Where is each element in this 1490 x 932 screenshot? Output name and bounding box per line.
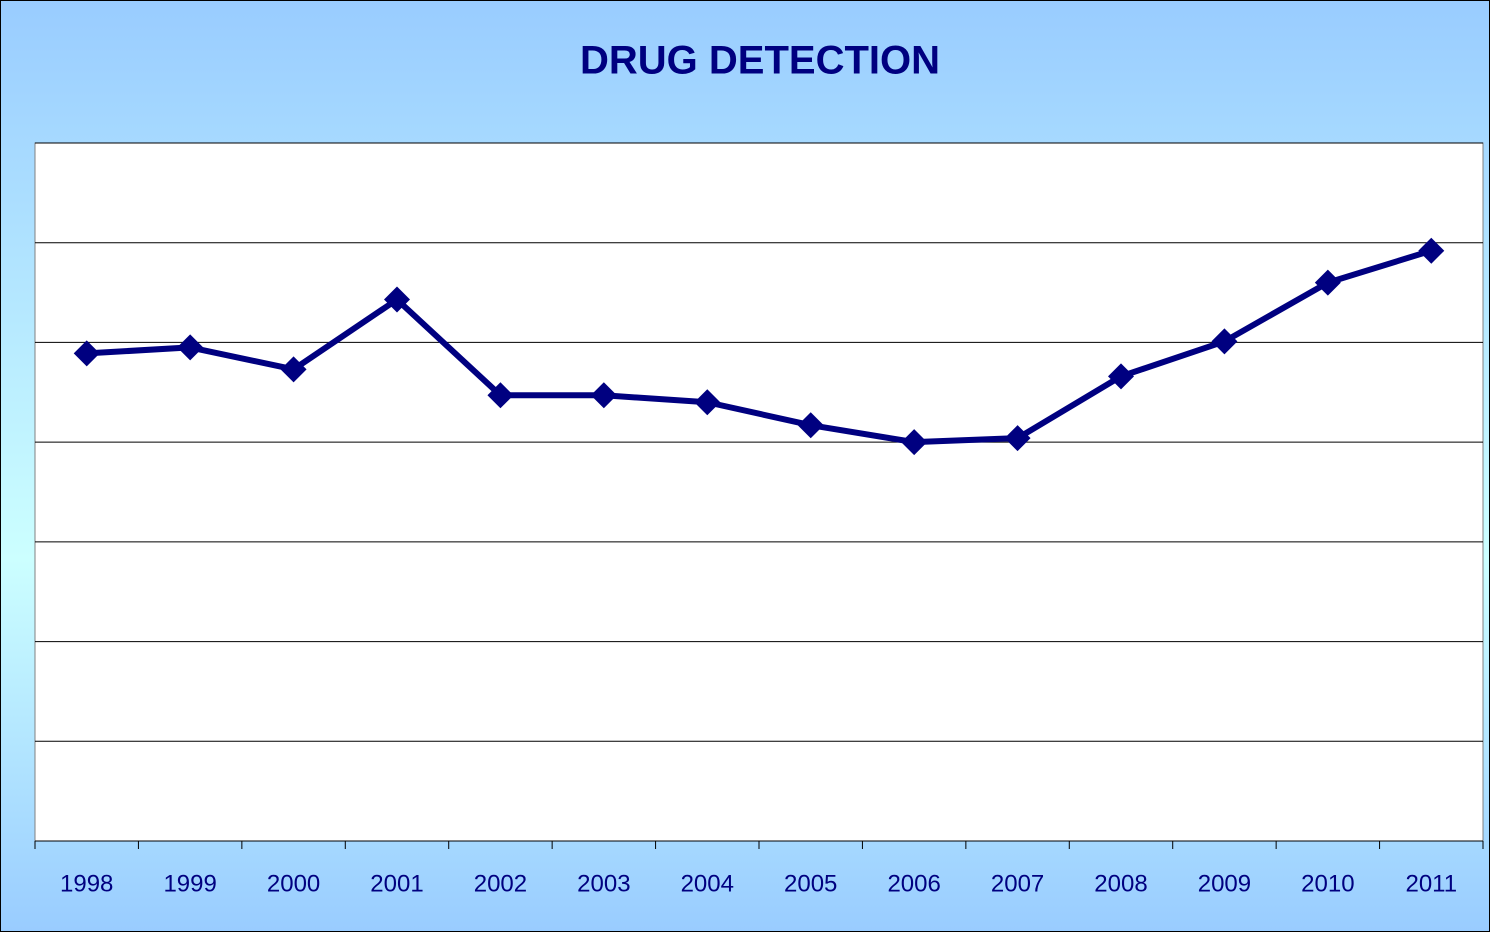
marker [590, 382, 617, 409]
x-tick-label: 2005 [784, 870, 837, 897]
x-tick-label: 2003 [577, 870, 630, 897]
marker [1314, 269, 1341, 296]
x-tick-label: 2011 [1405, 870, 1457, 897]
x-tick-label: 2000 [267, 870, 320, 897]
marker [1418, 237, 1445, 264]
marker [797, 412, 824, 439]
x-tick-label: 2001 [370, 870, 423, 897]
plot-area [34, 142, 1484, 842]
chart-title: DRUG DETECTION [580, 39, 940, 83]
marker [1211, 328, 1238, 355]
marker [487, 382, 514, 409]
x-tick-label: 2007 [991, 870, 1044, 897]
x-tick-label: 2009 [1198, 870, 1251, 897]
x-tick-label: 2004 [681, 870, 734, 897]
marker [384, 286, 410, 313]
marker [280, 356, 307, 383]
line [86, 247, 1433, 446]
x-tick-label: 2010 [1301, 870, 1354, 897]
x-tick-label: 2006 [887, 870, 940, 897]
marker [73, 340, 100, 367]
x-tick-label: 2008 [1094, 870, 1147, 897]
marker [1004, 425, 1031, 452]
marker [901, 429, 928, 456]
x-tick-label: 1999 [163, 870, 216, 897]
x-tick-label: 2002 [474, 870, 527, 897]
marker [177, 334, 204, 361]
marker [1108, 363, 1134, 390]
marker [694, 389, 721, 416]
x-tick-label: 1998 [60, 870, 113, 897]
